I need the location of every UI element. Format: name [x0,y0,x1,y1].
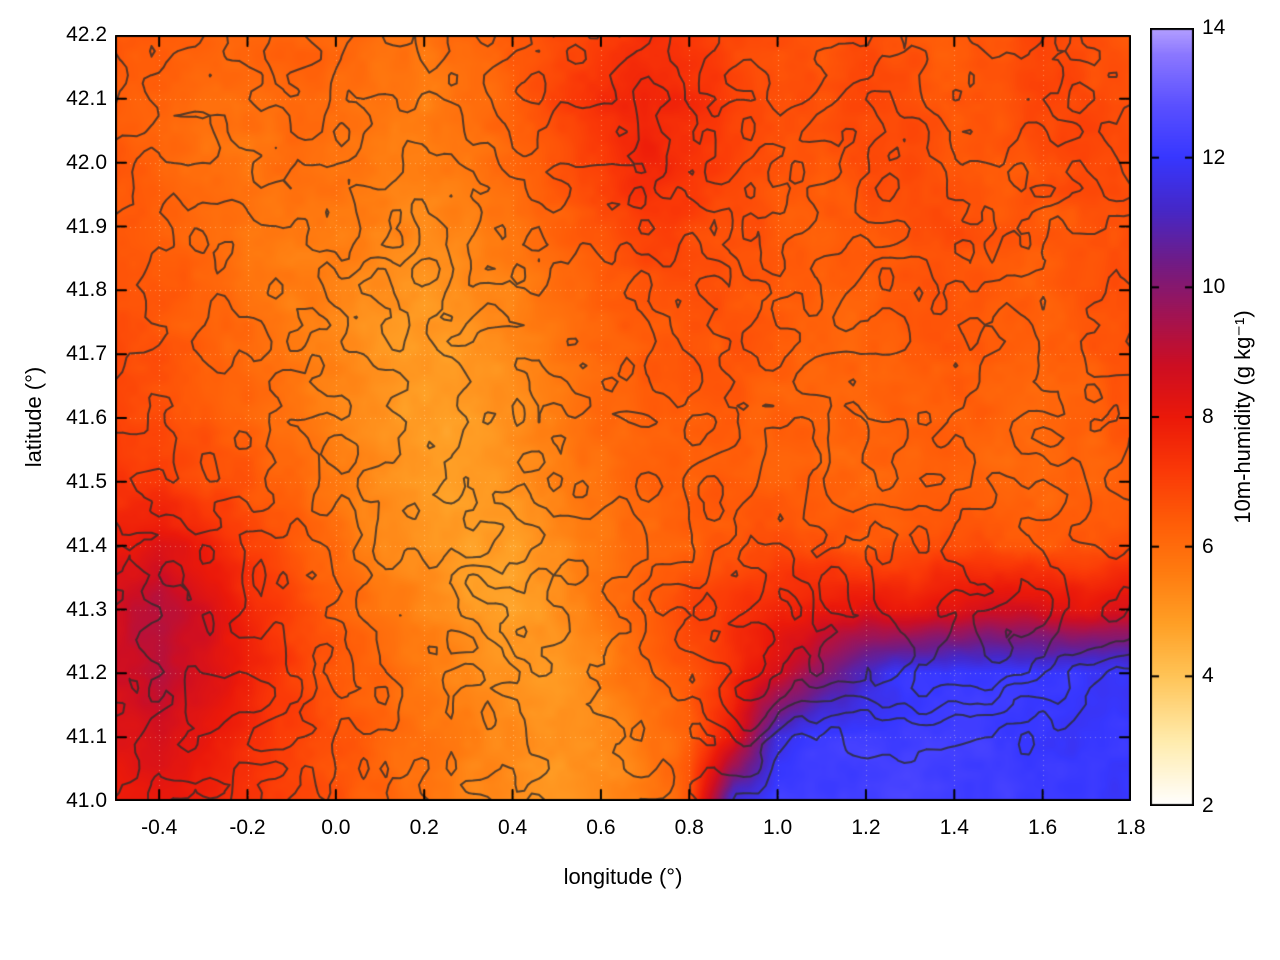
colorbar-tick-label: 10 [1202,275,1226,299]
x-tick-label: -0.4 [141,816,178,839]
y-tick-label: 41.9 [66,214,107,238]
y-tick-label: 41.5 [66,469,107,493]
colorbar-label: 10m-humidity (g kg⁻¹) [1230,310,1255,524]
y-tick-label: 42.0 [66,150,107,174]
y-axis-label: latitude (°) [21,366,46,468]
x-tick-label: 1.8 [1116,816,1146,839]
y-tick-label: 42.2 [66,23,107,46]
colorbar [1150,28,1194,806]
x-tick-label: 0.0 [321,816,351,839]
y-tick-label: 41.4 [66,533,107,557]
x-tick-label: 0.4 [497,816,528,839]
colorbar-tick-label: 4 [1202,664,1214,688]
x-tick-label: 0.6 [586,816,616,839]
y-tick-label: 41.8 [66,278,107,302]
colorbar-tick-label: 6 [1202,534,1214,558]
y-tick-label: 41.2 [66,661,107,685]
y-tick-label: 41.6 [66,406,107,429]
x-axis-label: longitude (°) [563,864,683,889]
y-tick-label: 41.7 [66,342,107,366]
x-tick-label: 1.4 [939,816,969,839]
x-tick-label: 0.2 [409,816,439,839]
x-tick-label: -0.2 [229,816,266,839]
x-tick-label: 0.8 [674,816,704,839]
colorbar-tick-label: 8 [1202,405,1214,428]
x-tick-label: 1.0 [762,816,793,839]
y-tick-label: 41.1 [66,725,107,749]
colorbar-tick-label: 12 [1202,145,1226,169]
colorbar-tick-label: 2 [1202,794,1214,817]
heatmap-plot-area [115,35,1131,801]
y-tick-label: 42.1 [66,86,107,110]
x-tick-label: 1.6 [1028,816,1058,839]
y-tick-label: 41.0 [66,789,107,812]
y-tick-label: 41.3 [66,597,107,621]
colorbar-tick-label: 14 [1202,16,1226,39]
x-tick-label: 1.2 [851,816,881,839]
